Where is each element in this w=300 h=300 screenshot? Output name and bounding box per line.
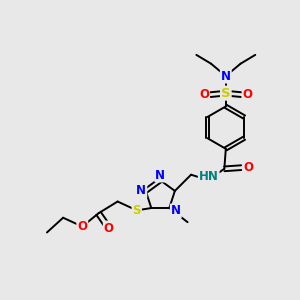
- Text: HN: HN: [199, 170, 219, 183]
- Text: O: O: [199, 88, 209, 101]
- Text: N: N: [221, 70, 231, 83]
- Text: N: N: [155, 169, 165, 182]
- Text: O: O: [77, 220, 87, 233]
- Text: S: S: [133, 204, 141, 217]
- Text: O: O: [104, 221, 114, 235]
- Text: O: O: [243, 88, 253, 101]
- Text: O: O: [243, 161, 253, 174]
- Text: N: N: [136, 184, 146, 197]
- Text: N: N: [171, 205, 181, 218]
- Text: S: S: [221, 87, 231, 100]
